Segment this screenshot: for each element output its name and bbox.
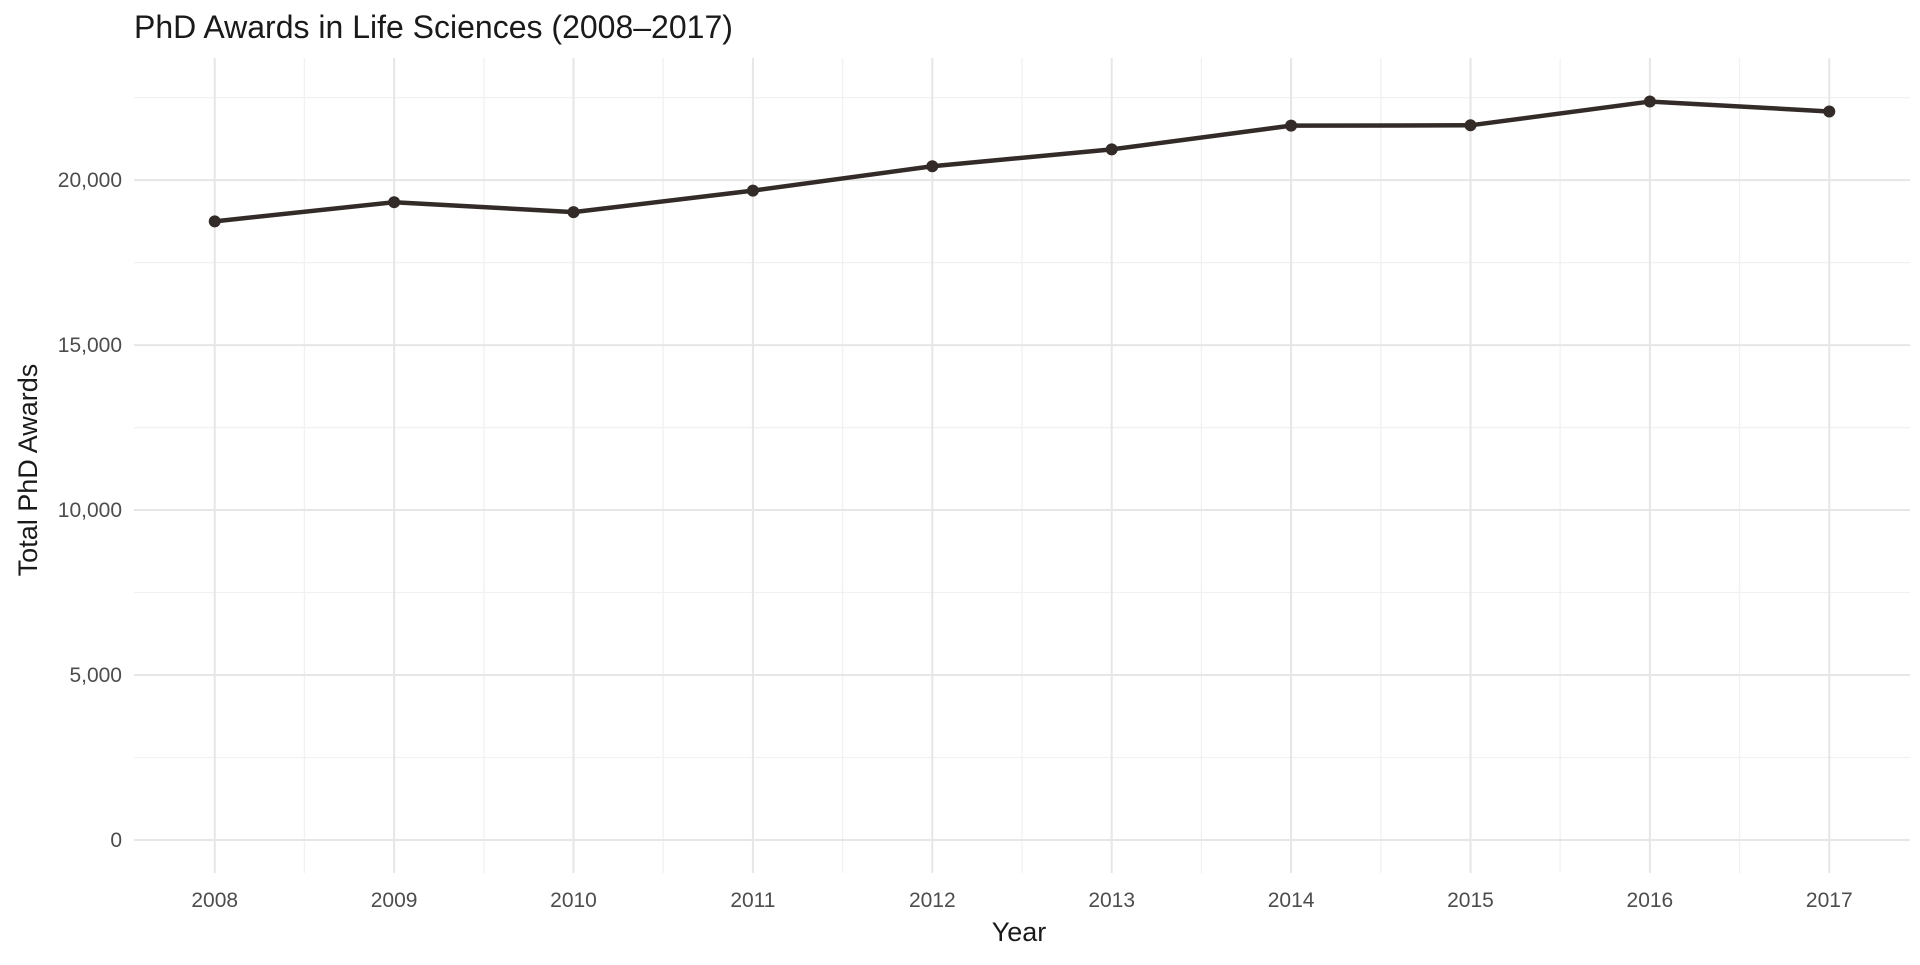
data-point bbox=[567, 206, 580, 219]
x-tick-label: 2011 bbox=[730, 889, 775, 912]
axes: 0 5,000 10,000 15,000 20,000 2008 2009 2010 2011… bbox=[58, 169, 1853, 912]
data-point bbox=[1464, 119, 1477, 132]
data-point bbox=[1643, 95, 1656, 108]
y-tick-label: 20,000 bbox=[58, 169, 122, 192]
data-point bbox=[1285, 119, 1298, 132]
chart-title: PhD Awards in Life Sciences (2008–2017) bbox=[134, 9, 733, 45]
x-tick-label: 2017 bbox=[1806, 889, 1853, 912]
data-point bbox=[388, 196, 401, 209]
data-point bbox=[1823, 105, 1836, 118]
x-axis-title: Year bbox=[992, 917, 1047, 947]
x-tick-label: 2010 bbox=[550, 889, 597, 912]
x-tick-label: 2013 bbox=[1088, 889, 1135, 912]
data-point bbox=[746, 184, 759, 197]
data-point bbox=[926, 160, 939, 173]
x-tick-label: 2015 bbox=[1447, 889, 1494, 912]
x-tick-label: 2014 bbox=[1268, 889, 1315, 912]
y-axis-title: Total PhD Awards bbox=[13, 364, 43, 577]
data-point bbox=[1105, 143, 1118, 156]
y-tick-label: 10,000 bbox=[58, 499, 122, 522]
y-tick-label: 5,000 bbox=[69, 664, 122, 687]
x-tick-label: 2012 bbox=[909, 889, 956, 912]
x-tick-label: 2008 bbox=[191, 889, 238, 912]
grid bbox=[134, 58, 1910, 873]
series-layer bbox=[208, 95, 1836, 228]
x-tick-label: 2009 bbox=[371, 889, 418, 912]
series-line bbox=[212, 99, 1832, 224]
y-tick-label: 15,000 bbox=[58, 334, 122, 357]
y-tick-label: 0 bbox=[110, 829, 122, 852]
x-tick-label: 2016 bbox=[1627, 889, 1674, 912]
data-point bbox=[208, 215, 221, 228]
